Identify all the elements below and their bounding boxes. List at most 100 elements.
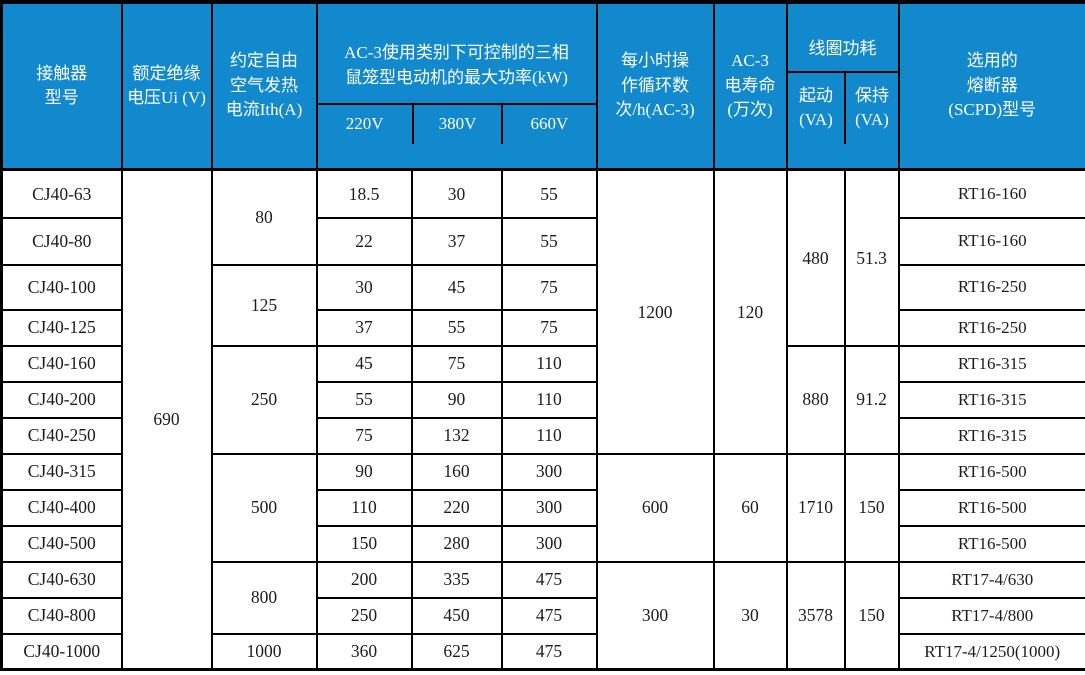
cell-model: CJ40-400 bbox=[2, 490, 122, 526]
table-body: CJ40-63 690 80 18.5 30 55 1200 120 480 5… bbox=[2, 170, 1085, 670]
cell-model: CJ40-80 bbox=[2, 218, 122, 265]
cell-p220: 150 bbox=[317, 526, 412, 562]
cell-p660: 475 bbox=[502, 562, 597, 598]
cell-p380: 220 bbox=[412, 490, 502, 526]
cell-fuse: RT16-250 bbox=[899, 310, 1085, 346]
cell-p660: 300 bbox=[502, 526, 597, 562]
header-fuse-type: 选用的 熔断器 (SCPD)型号 bbox=[899, 2, 1085, 170]
page-bottom-margin bbox=[0, 671, 1085, 675]
cell-coil-hold: 150 bbox=[845, 562, 899, 670]
header-coil-start: 起动 (VA) bbox=[788, 73, 845, 144]
cell-coil-hold: 91.2 bbox=[845, 346, 899, 454]
cell-fuse: RT16-315 bbox=[899, 418, 1085, 454]
cell-model: CJ40-800 bbox=[2, 598, 122, 634]
cell-fuse: RT16-315 bbox=[899, 382, 1085, 418]
cell-model: CJ40-125 bbox=[2, 310, 122, 346]
cell-p660: 55 bbox=[502, 218, 597, 265]
table-row: CJ40-63 690 80 18.5 30 55 1200 120 480 5… bbox=[2, 170, 1085, 218]
cell-coil-hold: 150 bbox=[845, 454, 899, 562]
cell-p380: 160 bbox=[412, 454, 502, 490]
header-electrical-life: AC-3 电寿命 (万次) bbox=[714, 2, 787, 170]
cell-p380: 132 bbox=[412, 418, 502, 454]
cell-fuse: RT16-160 bbox=[899, 218, 1085, 265]
cell-model: CJ40-200 bbox=[2, 382, 122, 418]
cell-fuse: RT16-500 bbox=[899, 490, 1085, 526]
cell-cycles: 1200 bbox=[597, 170, 714, 454]
header-coil-hold: 保持 (VA) bbox=[844, 73, 897, 144]
cell-p220: 18.5 bbox=[317, 170, 412, 218]
cell-p660: 300 bbox=[502, 454, 597, 490]
cell-fuse: RT17-4/800 bbox=[899, 598, 1085, 634]
cell-cycles: 300 bbox=[597, 562, 714, 670]
cell-coil-start: 480 bbox=[787, 170, 845, 346]
cell-p380: 90 bbox=[412, 382, 502, 418]
cell-life: 120 bbox=[714, 170, 787, 454]
cell-thermal-current: 125 bbox=[212, 265, 317, 346]
cell-p380: 625 bbox=[412, 634, 502, 670]
cell-fuse: RT16-250 bbox=[899, 265, 1085, 310]
header-660v: 660V bbox=[501, 105, 595, 144]
header-220v: 220V bbox=[318, 105, 412, 144]
cell-p380: 280 bbox=[412, 526, 502, 562]
cell-fuse: RT17-4/1250(1000) bbox=[899, 634, 1085, 670]
cell-model: CJ40-630 bbox=[2, 562, 122, 598]
cell-model: CJ40-250 bbox=[2, 418, 122, 454]
cell-model: CJ40-63 bbox=[2, 170, 122, 218]
cell-model: CJ40-500 bbox=[2, 526, 122, 562]
cell-thermal-current: 500 bbox=[212, 454, 317, 562]
cell-p220: 55 bbox=[317, 382, 412, 418]
cell-p660: 475 bbox=[502, 598, 597, 634]
cell-p380: 37 bbox=[412, 218, 502, 265]
cell-model: CJ40-160 bbox=[2, 346, 122, 382]
cell-fuse: RT16-160 bbox=[899, 170, 1085, 218]
cell-p220: 90 bbox=[317, 454, 412, 490]
cell-life: 60 bbox=[714, 454, 787, 562]
header-insulation-voltage: 额定绝缘 电压Ui (V) bbox=[122, 2, 212, 170]
cell-p660: 110 bbox=[502, 418, 597, 454]
cell-thermal-current: 80 bbox=[212, 170, 317, 265]
header-380v: 380V bbox=[412, 105, 501, 144]
cell-fuse: RT16-500 bbox=[899, 454, 1085, 490]
header-thermal-current: 约定自由 空气发热 电流Ith(A) bbox=[212, 2, 317, 170]
cell-p660: 110 bbox=[502, 382, 597, 418]
table-header: 接触器 型号 额定绝缘 电压Ui (V) 约定自由 空气发热 电流Ith(A) … bbox=[2, 2, 1085, 170]
header-model: 接触器 型号 bbox=[2, 2, 122, 170]
cell-p220: 22 bbox=[317, 218, 412, 265]
cell-p220: 37 bbox=[317, 310, 412, 346]
cell-p660: 75 bbox=[502, 310, 597, 346]
cell-p660: 475 bbox=[502, 634, 597, 670]
cell-p220: 250 bbox=[317, 598, 412, 634]
cell-p380: 75 bbox=[412, 346, 502, 382]
cell-p660: 110 bbox=[502, 346, 597, 382]
cell-fuse: RT16-315 bbox=[899, 346, 1085, 382]
cell-coil-start: 880 bbox=[787, 346, 845, 454]
header-ac3-power-title: AC-3使用类别下可控制的三相 鼠笼型电动机的最大功率(kW) bbox=[318, 29, 596, 105]
cell-p220: 45 bbox=[317, 346, 412, 382]
cell-p380: 55 bbox=[412, 310, 502, 346]
header-coil-power-group: 线圈功耗 起动 (VA) 保持 (VA) bbox=[787, 2, 899, 170]
cell-model: CJ40-100 bbox=[2, 265, 122, 310]
cell-p380: 45 bbox=[412, 265, 502, 310]
cell-fuse: RT16-500 bbox=[899, 526, 1085, 562]
cell-cycles: 600 bbox=[597, 454, 714, 562]
cell-coil-hold: 51.3 bbox=[845, 170, 899, 346]
cell-coil-start: 1710 bbox=[787, 454, 845, 562]
cell-p220: 110 bbox=[317, 490, 412, 526]
cell-p220: 200 bbox=[317, 562, 412, 598]
cell-p220: 360 bbox=[317, 634, 412, 670]
cell-p220: 75 bbox=[317, 418, 412, 454]
cell-coil-start: 3578 bbox=[787, 562, 845, 670]
cell-model: CJ40-1000 bbox=[2, 634, 122, 670]
cell-thermal-current: 800 bbox=[212, 562, 317, 634]
cell-p380: 450 bbox=[412, 598, 502, 634]
cell-p660: 300 bbox=[502, 490, 597, 526]
cell-life: 30 bbox=[714, 562, 787, 670]
cell-insulation-voltage: 690 bbox=[122, 170, 212, 670]
header-coil-power-title: 线圈功耗 bbox=[788, 29, 898, 73]
cell-p660: 75 bbox=[502, 265, 597, 310]
cell-thermal-current: 250 bbox=[212, 346, 317, 454]
cell-p660: 55 bbox=[502, 170, 597, 218]
cell-p380: 30 bbox=[412, 170, 502, 218]
cell-thermal-current: 1000 bbox=[212, 634, 317, 670]
